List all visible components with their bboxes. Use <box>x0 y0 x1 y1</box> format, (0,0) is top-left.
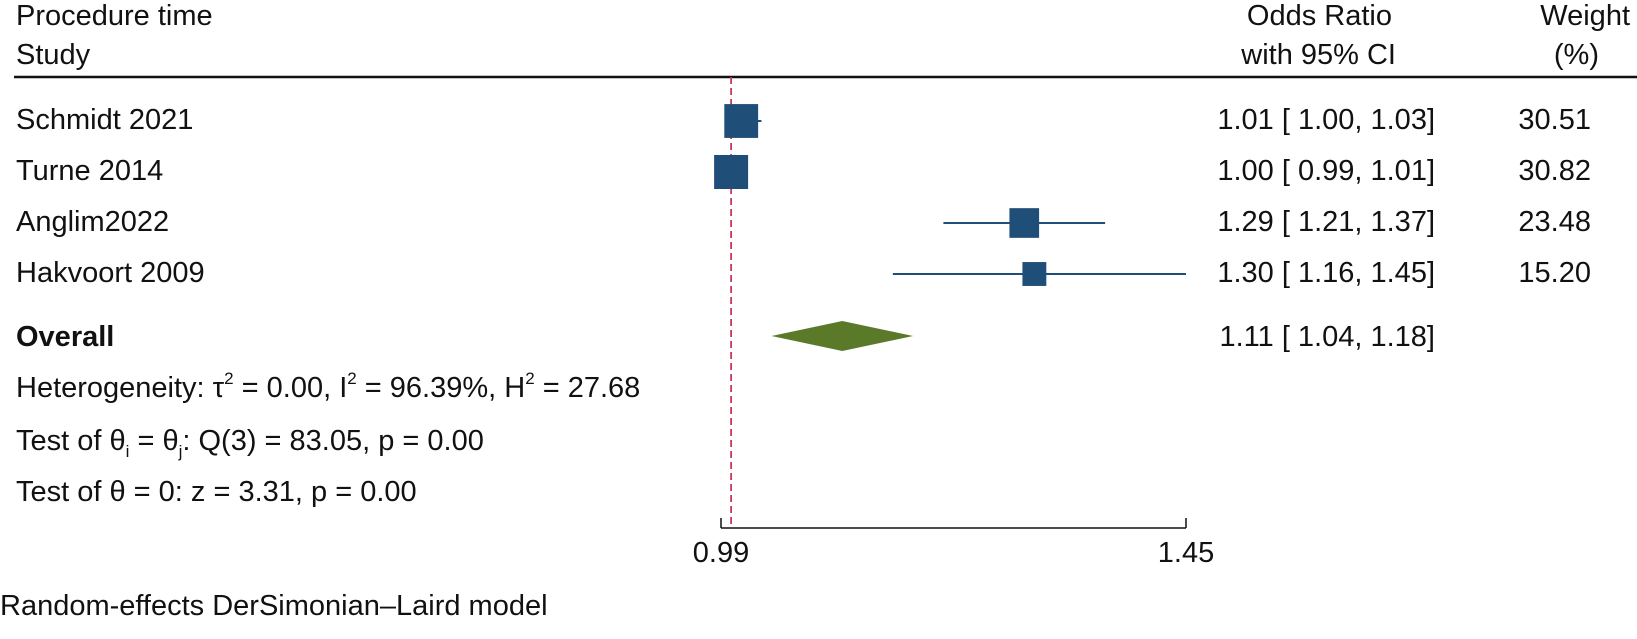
study-marker-1 <box>724 104 759 138</box>
group-label: Procedure time <box>16 0 213 32</box>
study-weight-1: 30.51 <box>1518 104 1591 136</box>
study-marker-3 <box>1009 208 1040 238</box>
weight-column-header-line1: Weight <box>1540 0 1630 32</box>
study-ci-text-1: 1.01 [ 1.00, 1.03] <box>1217 104 1435 136</box>
or-column-header-line2: with 95% CI <box>1241 39 1396 71</box>
z-test-stat: Test of θ = 0: z = 3.31, p = 0.00 <box>16 476 417 508</box>
study-column-header: Study <box>16 39 91 71</box>
study-ci-text-2: 1.00 [ 0.99, 1.01] <box>1217 155 1435 187</box>
x-tick-label-1: 0.99 <box>692 537 750 569</box>
study-weight-4: 15.20 <box>1518 257 1591 289</box>
weight-column-header-line2: (%) <box>1553 39 1599 71</box>
study-marker-4 <box>1022 262 1047 286</box>
heterogeneity-stat: Heterogeneity: τ2 = 0.00, I2 = 96.39%, H… <box>16 369 641 404</box>
study-name-3: Anglim2022 <box>16 206 170 238</box>
study-weight-3: 23.48 <box>1518 206 1591 238</box>
study-name-4: Hakvoort 2009 <box>16 257 205 289</box>
or-column-header-line1: Odds Ratio <box>1246 0 1392 32</box>
q-test-stat: Test of θi = θj: Q(3) = 83.05, p = 0.00 <box>16 425 484 461</box>
model-note: Random-effects DerSimonian–Laird model <box>0 590 548 622</box>
overall-diamond <box>771 321 914 351</box>
study-marker-2 <box>714 155 749 189</box>
study-ci-text-4: 1.30 [ 1.16, 1.45] <box>1217 257 1435 289</box>
x-tick-label-2: 1.45 <box>1157 537 1215 569</box>
overall-ci-text: 1.11 [ 1.04, 1.18] <box>1219 321 1435 353</box>
study-ci-text-3: 1.29 [ 1.21, 1.37] <box>1217 206 1435 238</box>
study-name-2: Turne 2014 <box>16 155 164 187</box>
overall-label: Overall <box>16 321 115 353</box>
study-name-1: Schmidt 2021 <box>16 104 194 136</box>
study-weight-2: 30.82 <box>1518 155 1591 187</box>
